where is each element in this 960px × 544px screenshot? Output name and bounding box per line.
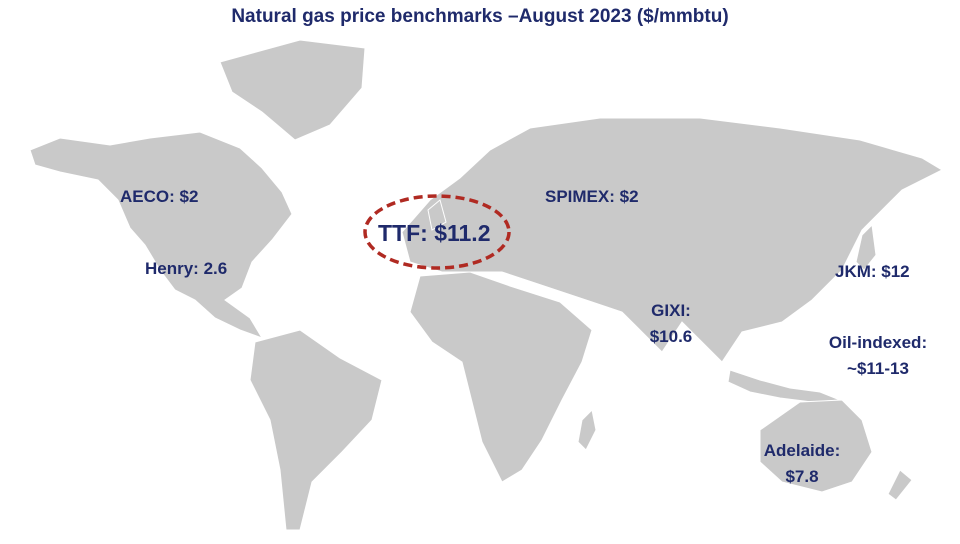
label-ttf: TTF: $11.2 [378,220,491,246]
label-henry: Henry: 2.6 [145,259,228,278]
label-oil-indexed: Oil-indexed: ~$11-13 [818,330,938,382]
africa [409,271,593,483]
ttf-highlight-ellipse [363,194,511,270]
label-gixi: GIXI: $10.6 [636,298,706,350]
new-zealand [887,469,913,501]
label-jkm: JKM: $12 [835,262,910,281]
label-aeco: AECO: $2 [120,187,199,206]
label-spimex: SPIMEX: $2 [545,187,639,206]
gixi-value: $10.6 [649,327,693,346]
gixi-name: GIXI: [651,301,691,320]
adelaide-name: Adelaide: [763,441,841,460]
japan [855,223,877,271]
south-america [249,329,383,531]
north-america [29,131,293,339]
adelaide-value: $7.8 [785,467,819,486]
oil-indexed-value: ~$11-13 [847,359,909,378]
madagascar [577,408,597,451]
greenland [219,39,366,141]
uk [427,199,447,231]
australia [759,399,873,493]
label-adelaide: Adelaide: $7.8 [752,438,852,490]
page-title: Natural gas price benchmarks –August 202… [231,6,729,27]
oil-indexed-name: Oil-indexed: [828,333,928,352]
eurasia [401,117,944,363]
